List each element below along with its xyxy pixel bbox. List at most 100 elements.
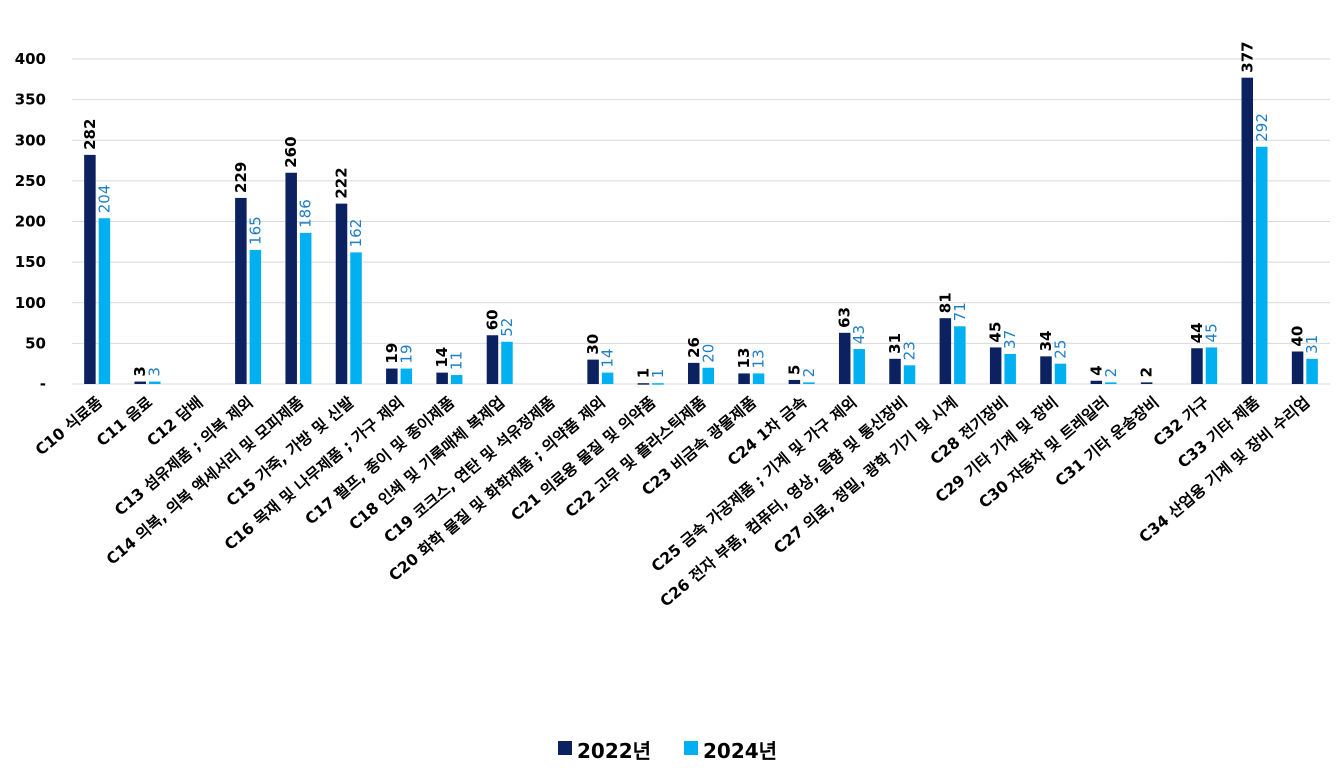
- bar-2024: [1205, 347, 1218, 384]
- bar-2024: [803, 382, 815, 384]
- data-label-2022: 63: [836, 307, 854, 328]
- bar-2024: [954, 326, 966, 384]
- bar-2022: [838, 332, 851, 384]
- bar-2024: [450, 375, 463, 384]
- data-label-2024: 43: [850, 325, 868, 344]
- data-label-2024: 14: [599, 349, 617, 368]
- y-axis: - 50 100 150 200 250 300 350 400: [15, 50, 1330, 393]
- bar-2024: [148, 381, 161, 384]
- y-tick-label: -: [40, 375, 46, 393]
- data-label-2024: 37: [1001, 330, 1019, 349]
- data-label-2022: 377: [1238, 41, 1256, 72]
- bars: [84, 77, 1318, 385]
- data-label-2022: 222: [333, 167, 351, 198]
- data-label-2024: 165: [246, 216, 264, 245]
- legend-label-2022: 2022년: [577, 739, 651, 763]
- bar-2022: [587, 359, 599, 384]
- data-label-2024: 52: [498, 318, 516, 337]
- data-label-2024: 3: [146, 367, 164, 377]
- data-label-2022: 19: [383, 343, 401, 364]
- data-label-2024: 20: [699, 344, 717, 363]
- data-label-2024: 2: [1102, 368, 1120, 378]
- y-tick-label: 100: [15, 294, 46, 312]
- bar-2024: [652, 383, 664, 385]
- data-label-2022: 13: [735, 348, 753, 369]
- bar-2024: [400, 368, 413, 384]
- data-label-2022: 2: [1138, 367, 1156, 377]
- bar-2024: [903, 365, 916, 384]
- data-label-2024: 23: [901, 341, 919, 360]
- bar-2022: [788, 379, 801, 384]
- data-label-2024: 204: [95, 185, 113, 214]
- data-label-2024: 2: [800, 368, 818, 378]
- bar-2024: [1256, 146, 1268, 384]
- bar-2022: [1090, 380, 1103, 384]
- data-label-2022: 26: [685, 337, 703, 358]
- data-label-2024: 292: [1253, 113, 1271, 142]
- data-label-2022: 14: [433, 347, 451, 368]
- legend-swatch-2024: [684, 741, 698, 755]
- bar-2022: [1291, 351, 1304, 384]
- data-label-2024: 162: [347, 219, 365, 248]
- data-label-2024: 25: [1051, 340, 1069, 359]
- bar-2022: [637, 383, 650, 385]
- bar-2022: [1191, 348, 1203, 384]
- bar-2022: [1241, 77, 1254, 384]
- data-label-2022: 40: [1289, 326, 1307, 347]
- data-label-2022: 60: [483, 309, 501, 330]
- data-label-2024: 19: [397, 344, 415, 363]
- bar-2022: [84, 154, 96, 384]
- y-tick-label: 300: [15, 131, 46, 149]
- data-label-2024: 186: [297, 199, 315, 228]
- bar-2024: [752, 373, 765, 384]
- data-label-2022: 45: [987, 322, 1005, 343]
- data-label-2022: 31: [886, 333, 904, 354]
- bar-2024: [1105, 382, 1117, 384]
- bar-2022: [1140, 382, 1153, 384]
- bar-2024: [1054, 363, 1067, 384]
- bar-2024: [1306, 358, 1318, 384]
- bar-2024: [98, 218, 111, 384]
- y-tick-label: 50: [25, 334, 46, 352]
- data-label-2022: 34: [1037, 331, 1055, 352]
- data-label-2022: 260: [282, 136, 300, 167]
- data-label-2024: 1: [649, 369, 667, 379]
- y-tick-label: 350: [15, 91, 46, 109]
- data-label-2024: 71: [951, 302, 969, 321]
- data-label-2022: 3: [131, 366, 149, 376]
- legend: 2022년 2024년: [558, 739, 777, 763]
- bar-2022: [738, 373, 750, 384]
- data-label-2022: 229: [232, 162, 250, 193]
- bar-2024: [1004, 353, 1016, 384]
- data-label-2024: 13: [750, 349, 768, 368]
- bar-2022: [335, 203, 348, 384]
- bar-2022: [989, 347, 1002, 384]
- bar-2022: [1040, 356, 1052, 384]
- bar-2022: [436, 372, 448, 384]
- bar-2022: [285, 172, 297, 384]
- bar-2022: [386, 368, 398, 384]
- y-tick-label: 250: [15, 172, 46, 190]
- data-label-2022: 44: [1188, 322, 1206, 343]
- bar-2024: [350, 252, 362, 384]
- legend-label-2024: 2024년: [703, 739, 777, 763]
- bar-2024: [853, 349, 865, 384]
- x-tick-label: C11 음료: [93, 393, 156, 450]
- data-label-2024: 11: [448, 351, 466, 370]
- bar-2022: [235, 197, 247, 384]
- legend-swatch-2022: [558, 741, 572, 755]
- x-tick-label: C10 식료품: [32, 393, 106, 459]
- bar-2024: [501, 341, 513, 384]
- data-label-2022: 30: [584, 334, 602, 355]
- bar-2024: [702, 367, 714, 384]
- bar-2022: [939, 318, 952, 384]
- data-label-2022: 1: [634, 368, 652, 378]
- data-label-2024: 31: [1303, 335, 1321, 354]
- bar-2024: [601, 372, 614, 384]
- data-label-2024: 45: [1202, 323, 1220, 342]
- data-label-2022: 282: [81, 119, 99, 150]
- bar-2022: [486, 335, 499, 384]
- bar-2022: [889, 358, 901, 384]
- grid-lines: [72, 58, 1330, 344]
- data-label-2022: 4: [1087, 365, 1105, 375]
